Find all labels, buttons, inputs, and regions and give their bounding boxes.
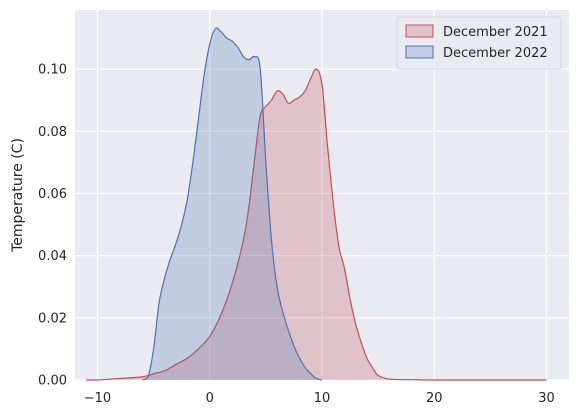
y-tick-label: 0.08 — [38, 125, 67, 140]
series-area-2 — [142, 28, 322, 380]
series-group — [86, 27, 547, 381]
legend-label: December 2021 — [443, 25, 548, 40]
legend-swatch — [405, 45, 434, 59]
legend-swatch — [405, 24, 434, 38]
y-tick-label: 0.02 — [38, 311, 67, 326]
legend: December 2021 December 2022 — [396, 16, 562, 70]
series-line-2 — [142, 27, 323, 381]
y-tick-label: 0.00 — [38, 374, 67, 389]
legend-label: December 2022 — [443, 46, 548, 61]
legend-box — [396, 16, 562, 70]
x-tick-label: 0 — [206, 391, 214, 406]
x-tick-label: 30 — [538, 391, 555, 406]
x-tick-label: −10 — [84, 391, 111, 406]
y-axis-label: Temperature (C) — [10, 138, 26, 253]
x-tick-label: 10 — [314, 391, 331, 406]
y-tick-label: 0.06 — [38, 187, 67, 202]
tick-labels: −10 0 10 20 30 0.00 0.02 0.04 0.06 0.08 0.10 — [38, 63, 555, 406]
series-line-1 — [86, 68, 547, 381]
y-tick-label: 0.04 — [38, 249, 67, 264]
x-tick-label: 20 — [426, 391, 443, 406]
series-area-1 — [86, 68, 547, 380]
y-tick-label: 0.10 — [38, 63, 67, 78]
